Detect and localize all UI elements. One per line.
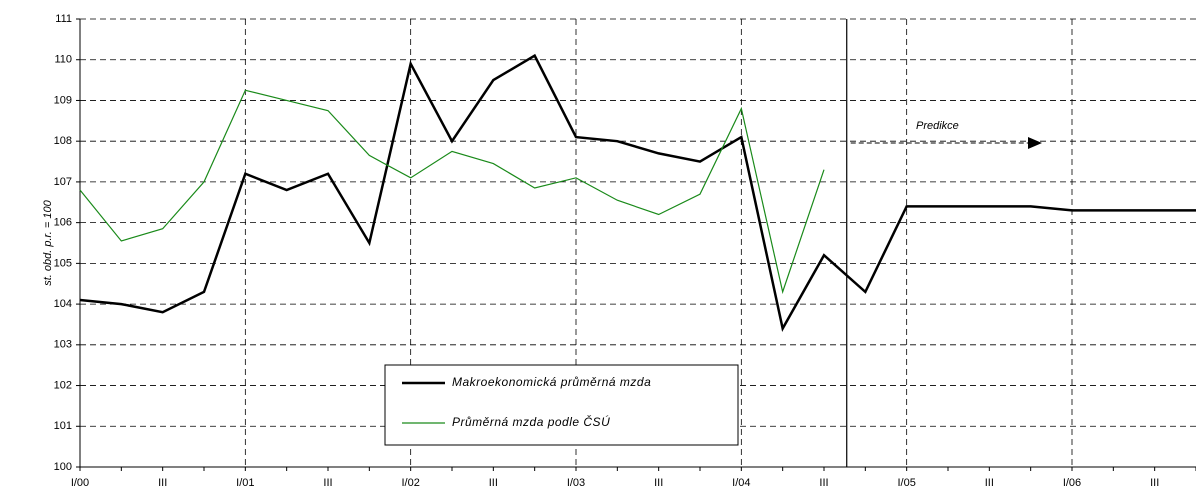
x-tick-label: I/06: [1063, 477, 1081, 489]
x-tick-label: III: [1150, 477, 1159, 489]
x-tick-label: III: [158, 477, 167, 489]
annotation: Predikce: [916, 120, 959, 132]
series-line: [79, 89, 825, 295]
x-tick-label: I/00: [71, 477, 89, 489]
series-line: [79, 53, 1196, 333]
y-tick-label: 111: [55, 13, 72, 25]
arrow-head: [1028, 137, 1042, 149]
y-tick-label: 105: [54, 257, 72, 269]
x-tick-label: I/03: [567, 477, 585, 489]
x-tick-label: I/02: [401, 477, 419, 489]
y-axis-label: st. obd. p.r. = 100: [42, 199, 54, 285]
y-tick-label: 107: [54, 176, 72, 188]
y-tick-label: 106: [54, 217, 72, 229]
x-tick-label: I/04: [732, 477, 750, 489]
x-tick-label: I/01: [236, 477, 254, 489]
x-tick-label: III: [489, 477, 498, 489]
x-tick-label: I/05: [897, 477, 915, 489]
y-tick-label: 110: [54, 54, 72, 66]
legend-label: Průměrná mzda podle ČSÚ: [452, 414, 610, 429]
legend-label: Makroekonomická průměrná mzda: [452, 375, 651, 389]
legend-box: [384, 364, 739, 446]
y-tick-label: 104: [54, 298, 72, 310]
y-tick-label: 102: [54, 379, 72, 391]
x-tick-label: III: [819, 477, 828, 489]
y-tick-label: 100: [54, 461, 72, 473]
y-tick-label: 103: [54, 339, 72, 351]
y-tick-label: 101: [54, 420, 72, 432]
y-tick-label: 108: [54, 135, 72, 147]
x-tick-label: III: [323, 477, 332, 489]
x-tick-label: III: [654, 477, 663, 489]
y-tick-label: 109: [54, 94, 72, 106]
x-tick-label: III: [985, 477, 994, 489]
